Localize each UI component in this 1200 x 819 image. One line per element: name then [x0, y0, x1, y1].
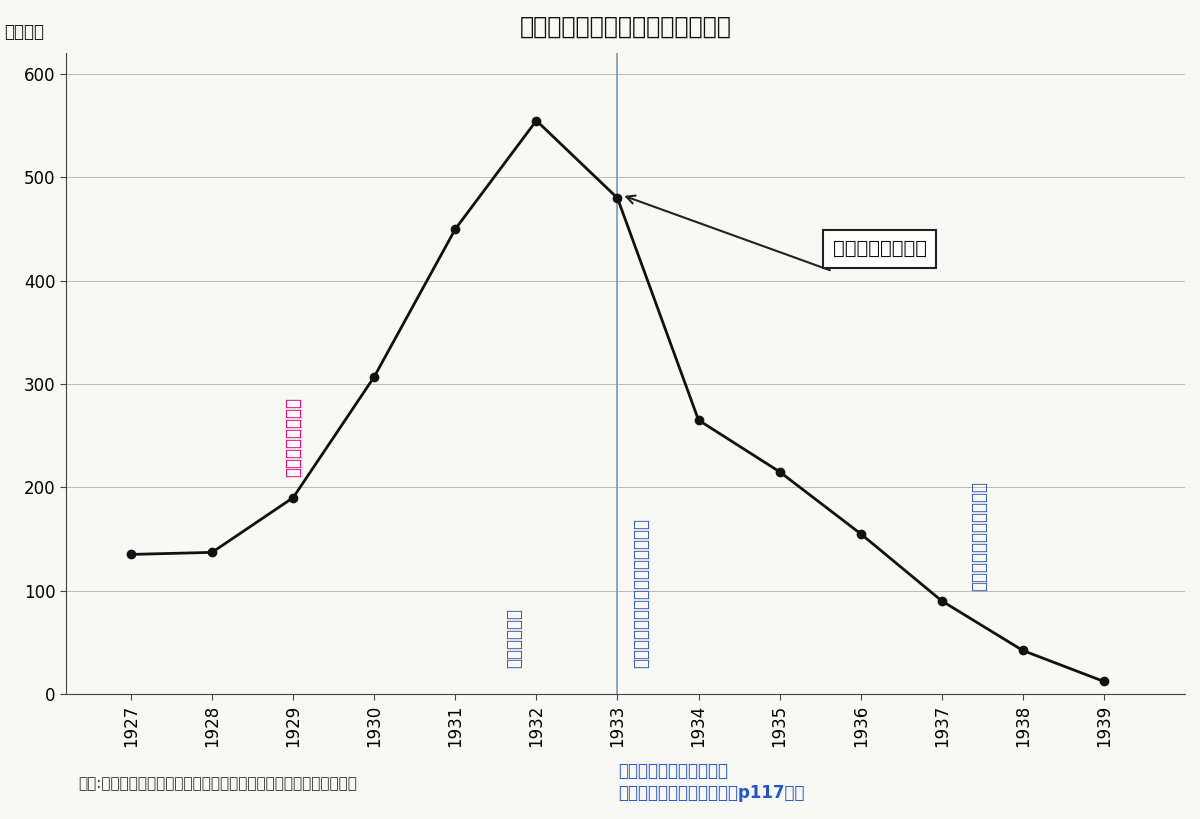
Text: 出典:武田知弘『ヒトラーの経済政策』（祥伝社新書）をもとに作成: 出典:武田知弘『ヒトラーの経済政策』（祥伝社新書）をもとに作成: [78, 776, 356, 791]
Text: 満洲国の建国: 満洲国の建国: [505, 608, 523, 668]
Text: 日独伊三国防共協定締結: 日独伊三国防共協定締結: [970, 481, 988, 590]
Text: （万人）: （万人）: [5, 23, 44, 41]
Text: 世界恐摸が始まる: 世界恐摸が始まる: [284, 397, 302, 477]
Text: そろそろ左派は＜経済＞をp117より: そろそろ左派は＜経済＞をp117より: [618, 784, 804, 802]
Text: ヒトラー政権誕生: ヒトラー政権誕生: [833, 239, 926, 258]
Text: 元図に加筆しています。: 元図に加筆しています。: [618, 762, 728, 781]
Title: ヒトラー政権前後の失業数の推移: ヒトラー政権前後の失業数の推移: [520, 15, 732, 39]
Text: 米国がニューディール政策を開始: 米国がニューディール政策を開始: [632, 518, 650, 668]
